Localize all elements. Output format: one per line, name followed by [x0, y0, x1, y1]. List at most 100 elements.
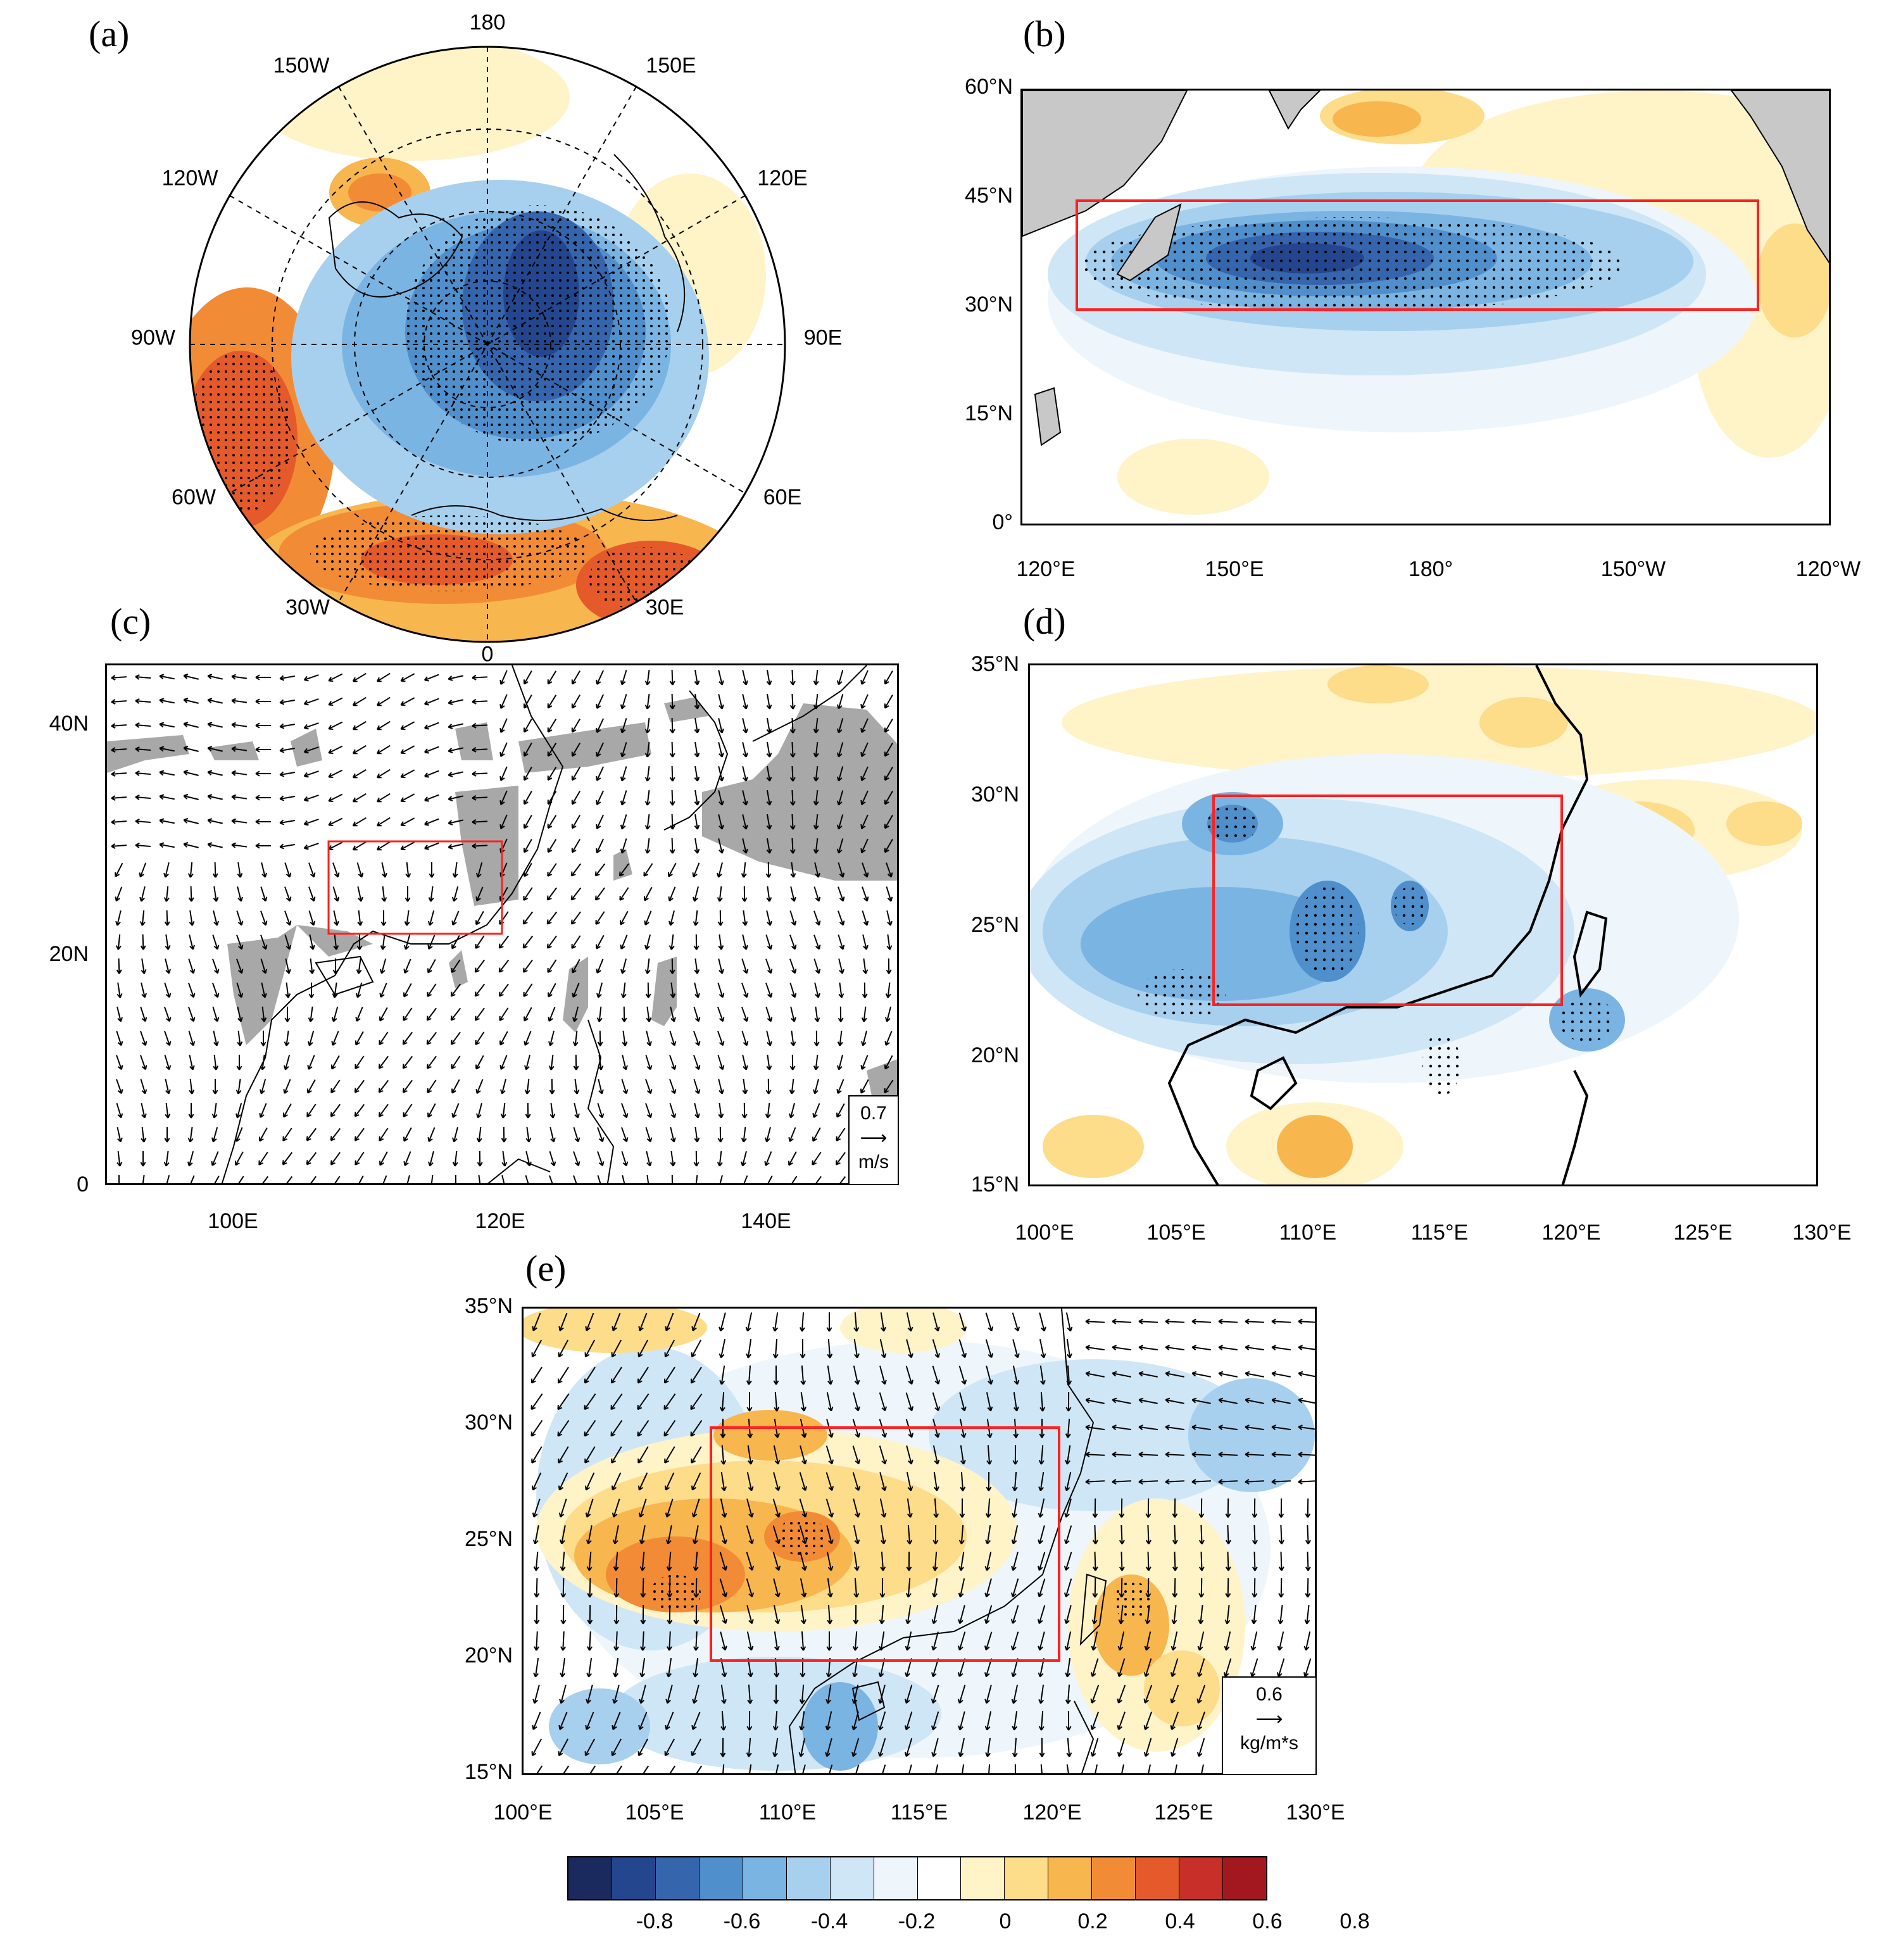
- wind-vector-arrow: [586, 1552, 593, 1571]
- wind-vector-arrow: [587, 1578, 593, 1598]
- wind-vector-arrow: [531, 1738, 542, 1757]
- wind-vector-arrow: [718, 742, 724, 758]
- wind-vector-arrow: [906, 1445, 913, 1465]
- wind-vector-arrow: [719, 1552, 727, 1571]
- wind-vector-arrow: [835, 1152, 846, 1165]
- wind-vector-arrow: [557, 1393, 570, 1410]
- wind-vector-arrow: [746, 1339, 752, 1359]
- wind-vector-arrow: [500, 1102, 506, 1119]
- wind-vector-arrow: [645, 1079, 653, 1095]
- wind-vector-arrow: [669, 717, 675, 734]
- wind-vector-arrow: [853, 1525, 860, 1545]
- colorbar-label: -0.6: [723, 1909, 761, 1933]
- wind-vector-arrow: [308, 910, 316, 926]
- wind-vector-arrow: [693, 1578, 700, 1598]
- wind-vector-arrow: [1117, 1738, 1126, 1757]
- panel-a-lon-label: 90E: [803, 325, 843, 350]
- wind-vector-arrow: [836, 694, 844, 710]
- wind-vector-arrow: [1064, 1605, 1072, 1624]
- wind-vector-arrow: [572, 1007, 579, 1022]
- wind-vector-arrow: [1170, 1631, 1178, 1651]
- wind-vector-arrow: [1117, 1711, 1126, 1730]
- wind-vector-arrow: [596, 838, 605, 853]
- wind-vector-arrow: [853, 1392, 860, 1412]
- wind-vector-arrow: [1119, 1578, 1125, 1598]
- wind-vector-arrow: [789, 983, 797, 998]
- wind-vector-arrow: [1218, 1319, 1238, 1324]
- wind-vector-arrow: [665, 1685, 673, 1704]
- wind-vector-arrow: [690, 1366, 702, 1384]
- wind-vector-arrow: [285, 982, 291, 998]
- wind-vector-arrow: [788, 1151, 797, 1166]
- wind-vector-arrow: [959, 1498, 965, 1518]
- wind-vector-arrow: [837, 1055, 843, 1071]
- wind-vector-arrow: [595, 911, 605, 925]
- wind-vector-arrow: [328, 817, 343, 826]
- wind-vector-arrow: [558, 1312, 568, 1331]
- wind-vector-arrow: [404, 910, 410, 926]
- panel-d-lon-label: 100°E: [1015, 1221, 1074, 1245]
- wind-vector-arrow: [826, 1552, 834, 1571]
- wind-vector-arrow: [611, 1446, 622, 1464]
- panel-c-lon-label: 100E: [208, 1209, 258, 1233]
- wind-vector-arrow: [765, 862, 772, 878]
- wind-vector-arrow: [742, 1078, 748, 1095]
- wind-vector-arrow: [352, 841, 367, 851]
- wind-vector-arrow: [475, 1079, 484, 1094]
- wind-vector-arrow: [140, 1079, 147, 1095]
- wind-vector-arrow: [279, 843, 295, 850]
- wind-vector-arrow: [1138, 1397, 1158, 1404]
- wind-vector-arrow: [596, 958, 604, 974]
- wind-vector-arrow: [717, 983, 725, 998]
- wind-vector-arrow: [1065, 1391, 1072, 1412]
- wind-vector-arrow: [596, 983, 603, 998]
- wind-vector-arrow: [620, 982, 627, 998]
- wind-vector-arrow: [187, 1151, 194, 1167]
- wind-vector-arrow: [523, 791, 532, 805]
- wind-vector-arrow: [475, 935, 485, 949]
- wind-vector-arrow: [663, 1366, 675, 1384]
- wind-vector-arrow: [424, 842, 439, 850]
- wind-vector-arrow: [1172, 1524, 1178, 1545]
- panel-e-lon-label: 120°E: [1022, 1800, 1082, 1825]
- wind-vector-arrow: [159, 746, 175, 752]
- wind-vector-arrow: [403, 958, 411, 974]
- wind-vector-arrow: [403, 1127, 412, 1142]
- wind-vector-arrow: [637, 1738, 648, 1757]
- wind-vector-arrow: [213, 886, 219, 902]
- wind-vector-arrow: [572, 1030, 579, 1046]
- wind-vector-arrow: [742, 910, 748, 926]
- panel-b-map: [1020, 89, 1831, 525]
- wind-vector-arrow: [646, 1031, 652, 1046]
- wind-vector-arrow: [746, 1498, 754, 1518]
- wind-vector-arrow: [279, 699, 295, 705]
- wind-vector-arrow: [328, 697, 343, 706]
- wind-vector-arrow: [766, 838, 772, 854]
- wind-vector-arrow: [800, 1631, 806, 1651]
- wind-vector-arrow: [237, 1007, 243, 1022]
- wind-vector-arrow: [879, 1631, 885, 1651]
- wind-vector-arrow: [255, 819, 271, 825]
- wind-vector-arrow: [741, 1102, 748, 1119]
- wind-vector-arrow: [765, 1078, 772, 1095]
- wind-vector-arrow: [560, 1604, 567, 1624]
- panel-e-reference-vector: 0.6 ⟶ kg/m*s: [1222, 1676, 1317, 1775]
- wind-vector-arrow: [571, 670, 581, 685]
- wind-vector-arrow: [719, 1391, 725, 1412]
- wind-vector-arrow: [960, 1471, 966, 1492]
- wind-vector-arrow: [1165, 1397, 1184, 1404]
- wind-vector-arrow: [984, 1711, 992, 1731]
- wind-vector-arrow: [165, 1102, 171, 1119]
- wind-vector-arrow: [284, 886, 292, 902]
- wind-vector-arrow: [188, 983, 196, 998]
- wind-vector-arrow: [664, 1446, 675, 1464]
- wind-vector-arrow: [285, 958, 291, 974]
- wind-vector-arrow: [800, 1365, 806, 1385]
- wind-vector-arrow: [1218, 1371, 1238, 1378]
- wind-vector-arrow: [826, 1392, 834, 1412]
- wind-vector-arrow: [853, 1552, 860, 1571]
- wind-vector-arrow: [984, 1605, 993, 1624]
- wind-vector-arrow: [1112, 1345, 1131, 1351]
- wind-vector-arrow: [1191, 1371, 1211, 1378]
- wind-vector-arrow: [644, 934, 651, 950]
